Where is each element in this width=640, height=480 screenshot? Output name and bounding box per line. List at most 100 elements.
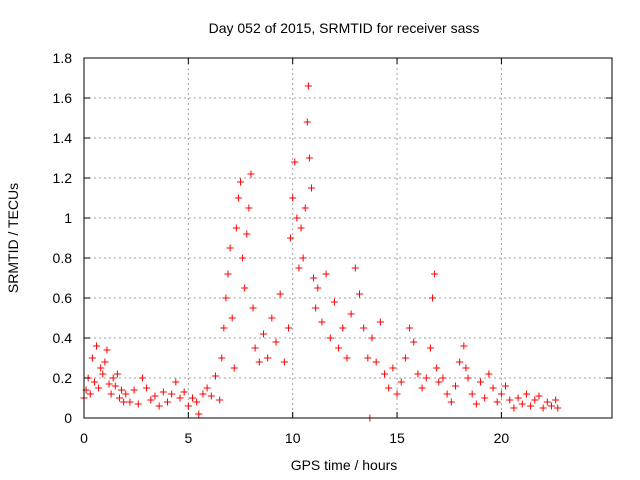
y-tick-label: 1.8 (53, 50, 73, 66)
data-point (234, 194, 242, 202)
data-points (80, 82, 562, 422)
y-tick-label: 0.8 (53, 250, 73, 266)
data-point (464, 374, 472, 382)
data-point (251, 344, 259, 352)
data-point (414, 370, 422, 378)
y-tick-label: 1.2 (53, 170, 73, 186)
data-point (120, 398, 128, 406)
data-point (203, 384, 211, 392)
y-axis-label: SRMTID / TECUs (5, 183, 21, 293)
data-point (255, 358, 263, 366)
data-point (431, 270, 439, 278)
data-point (297, 224, 305, 232)
data-point (189, 394, 197, 402)
data-point (118, 386, 126, 394)
data-point (176, 394, 184, 402)
data-point (547, 402, 555, 410)
data-point (305, 154, 313, 162)
data-point (232, 224, 240, 232)
data-point (163, 398, 171, 406)
data-point (168, 390, 176, 398)
data-point (443, 390, 451, 398)
data-point (195, 410, 203, 418)
data-point (226, 244, 234, 252)
data-point (299, 254, 307, 262)
data-point (243, 230, 251, 238)
data-point (502, 382, 510, 390)
data-point (193, 398, 201, 406)
data-point (287, 234, 295, 242)
data-point (355, 290, 363, 298)
data-point (376, 318, 384, 326)
data-point (222, 294, 230, 302)
data-point (268, 314, 276, 322)
data-point (276, 290, 284, 298)
data-point (472, 400, 480, 408)
data-point (477, 378, 485, 386)
data-point (295, 264, 303, 272)
data-point (389, 364, 397, 372)
data-point (126, 398, 134, 406)
data-point (307, 184, 315, 192)
data-point (259, 330, 267, 338)
data-point (249, 304, 257, 312)
x-tick-label: 20 (494, 430, 510, 446)
data-point (280, 358, 288, 366)
data-point (347, 310, 355, 318)
data-point (264, 354, 272, 362)
data-point (397, 378, 405, 386)
data-point (241, 284, 249, 292)
data-point (406, 324, 414, 332)
data-point (99, 370, 107, 378)
data-point (460, 342, 468, 350)
data-point (90, 378, 98, 386)
grid-lines (84, 58, 612, 418)
data-point (543, 398, 551, 406)
data-point (151, 392, 159, 400)
data-point (103, 346, 111, 354)
axis-ticks (83, 57, 612, 419)
data-point (130, 386, 138, 394)
data-point (95, 384, 103, 392)
data-point (489, 384, 497, 392)
y-tick-label: 0.2 (53, 370, 73, 386)
data-point (293, 214, 301, 222)
data-point (239, 254, 247, 262)
data-point (122, 390, 130, 398)
plot-frame (83, 57, 613, 419)
x-tick-label: 5 (184, 430, 192, 446)
x-tick-label: 15 (389, 430, 405, 446)
data-point (115, 394, 123, 402)
data-point (527, 402, 535, 410)
x-axis-label: GPS time / hours (291, 457, 398, 473)
data-point (93, 342, 101, 350)
y-tick-labels: 0 0.2 0.4 0.6 0.8 1 1.2 1.4 1.6 1.8 (53, 50, 73, 426)
data-point (385, 384, 393, 392)
data-point (462, 364, 470, 372)
data-point (410, 338, 418, 346)
data-point (172, 378, 180, 386)
y-tick-label: 1 (64, 210, 72, 226)
data-point (237, 178, 245, 186)
data-point (531, 396, 539, 404)
y-tick-label: 1.6 (53, 90, 73, 106)
data-point (485, 370, 493, 378)
data-point (109, 374, 117, 382)
data-point (429, 294, 437, 302)
data-point (105, 380, 113, 388)
data-point (497, 390, 505, 398)
data-point (339, 324, 347, 332)
data-point (211, 372, 219, 380)
data-point (245, 204, 253, 212)
data-point (330, 298, 338, 306)
x-tick-labels: 0 5 10 15 20 (80, 430, 509, 446)
data-point (159, 388, 167, 396)
data-point (88, 354, 96, 362)
data-point (228, 314, 236, 322)
data-point (493, 398, 501, 406)
data-point (218, 354, 226, 362)
data-point (418, 384, 426, 392)
y-tick-label: 0.6 (53, 290, 73, 306)
data-point (289, 194, 297, 202)
